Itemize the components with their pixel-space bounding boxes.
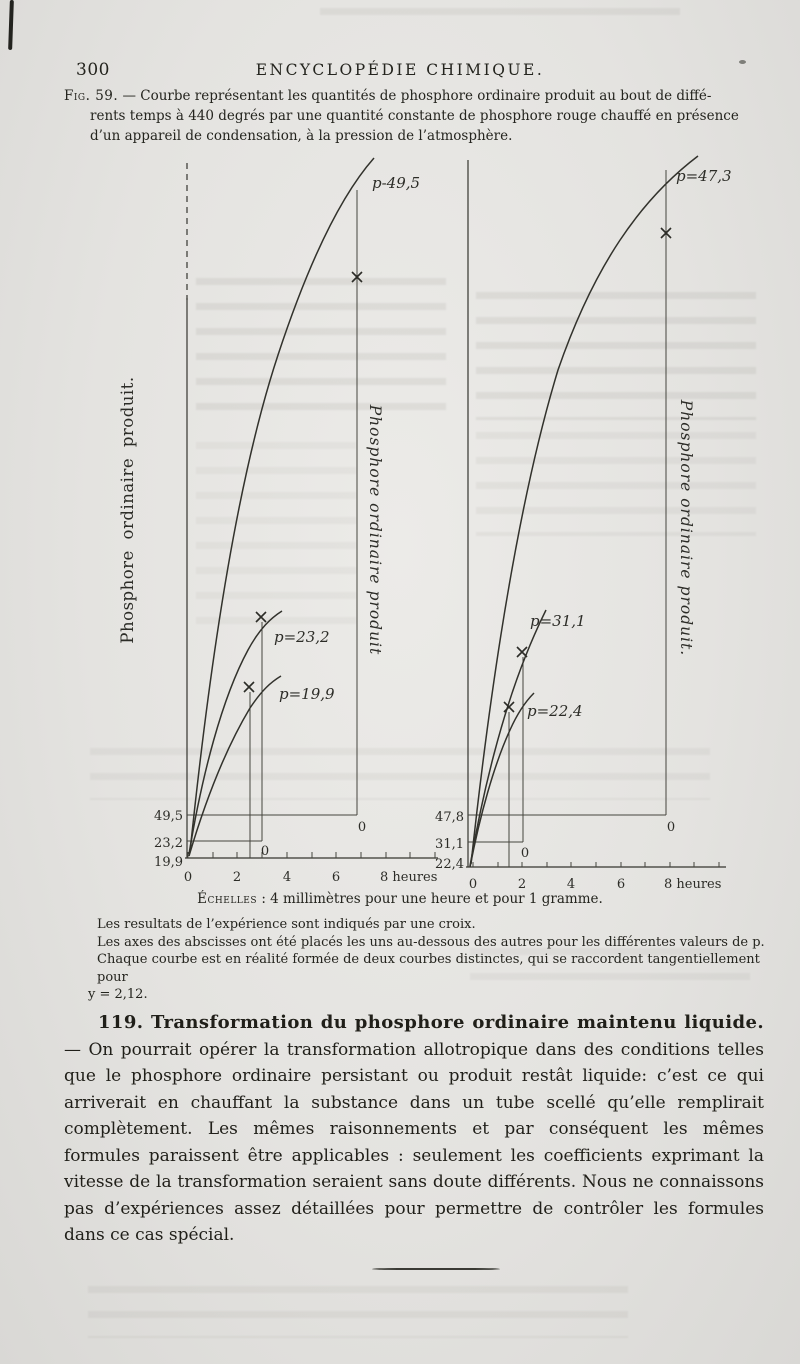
left-y-value-23-2: 23,2 (154, 836, 183, 851)
left-outer-y-axis-label: Phosphore ordinaire produit. (118, 376, 137, 643)
page-number: 300 (76, 60, 110, 80)
curve-label-47-3: p=47,3 (676, 167, 732, 185)
left-zero-lower: 0 (261, 844, 269, 859)
chart-svg: p-49,5 p=23,2 p=19,9 Phosphore ordinaire… (118, 155, 732, 892)
right-y-value-31-1: 31,1 (435, 837, 464, 852)
figure-note-line3: Chaque courbe est en réalité formée de d… (97, 952, 760, 985)
figure-caption-line3: d’un appareil de condensation, à la pres… (90, 128, 513, 144)
cross-marker-47-3 (660, 227, 672, 239)
left-x-axis-ticks (187, 852, 436, 858)
curve-p-23-2 (188, 610, 283, 855)
left-y-value-49-5: 49,5 (154, 809, 183, 824)
scales-note: Échelles : 4 millimètres pour une heure … (0, 891, 800, 907)
right-y-value-22-4: 22,4 (435, 857, 464, 872)
right-y-value-47-8: 47,8 (435, 810, 464, 825)
cross-marker-19-9 (243, 681, 255, 693)
curve-p-31-1 (469, 609, 547, 867)
left-x-tick-8-heures: 8 heures (380, 870, 437, 885)
section-119-heading: 119. Transformation du phosphore ordinai… (98, 1012, 764, 1033)
curve-label-22-4: p=22,4 (527, 702, 583, 720)
curve-label-31-1: p=31,1 (530, 612, 586, 630)
right-x-tick-0: 0 (469, 877, 477, 892)
curve-p-49-5 (189, 157, 375, 853)
figure-caption-line1: Fig. 59. — Courbe représentant les quant… (64, 86, 764, 106)
left-x-tick-4: 4 (283, 870, 291, 885)
section-119-body: — On pourrait opérer la transformation a… (64, 1039, 764, 1246)
right-x-tick-8-heures: 8 heures (664, 877, 721, 892)
right-zero-upper: 0 (667, 820, 675, 835)
scales-note-text: : 4 millimètres pour une heure et pour 1… (257, 891, 603, 907)
figure-note-line2: Les axes des abscisses ont été placés le… (97, 934, 765, 950)
curve-label-19-9: p=19,9 (279, 685, 335, 703)
figure-caption-line1-text: — Courbe représentant les quantités de p… (118, 88, 712, 104)
left-panel: p-49,5 p=23,2 p=19,9 Phosphore ordinaire… (118, 157, 438, 885)
curve-label-23-2: p=23,2 (274, 628, 330, 646)
left-x-tick-6: 6 (332, 870, 340, 885)
curve-p-22-4 (469, 692, 535, 868)
left-x-tick-0: 0 (184, 870, 192, 885)
curve-label-49-5: p-49,5 (372, 174, 420, 192)
figure-label: Fig. 59. (64, 88, 119, 104)
scales-note-prefix: Échelles (197, 891, 258, 907)
bleed-through-artifact (88, 1286, 628, 1338)
right-x-axis-ticks (472, 862, 720, 867)
figure-notes: Les resultats de l’expérience sont indiq… (88, 916, 768, 1004)
right-x-tick-2: 2 (518, 877, 526, 892)
right-zero-lower: 0 (521, 846, 529, 861)
right-panel: p=47,3 p=31,1 p=22,4 Phosphore ordinaire… (435, 155, 732, 892)
figure-caption-line2: rents temps à 440 degrés par une quantit… (90, 108, 739, 124)
right-x-tick-6: 6 (617, 877, 625, 892)
cross-marker-49-5 (351, 271, 363, 283)
curve-p-47-3 (470, 155, 699, 865)
figure-note-line1: Les resultats de l’expérience sont indiq… (97, 917, 476, 932)
left-y-value-19-9: 19,9 (154, 855, 183, 870)
right-x-tick-4: 4 (567, 877, 575, 892)
left-inner-y-axis-label: Phosphore ordinaire produit (366, 404, 384, 656)
figure-caption: Fig. 59. — Courbe représentant les quant… (64, 86, 764, 146)
ink-speck (739, 60, 746, 64)
cross-marker-31-1 (516, 646, 528, 658)
page-edge-mark (8, 0, 14, 51)
bleed-through-artifact (320, 8, 680, 23)
running-header-title: ENCYCLOPÉDIE CHIMIQUE. (255, 61, 545, 79)
cross-marker-22-4 (503, 701, 515, 713)
figure-note-line4: y = 2,12. (88, 987, 148, 1002)
left-zero-upper: 0 (358, 820, 366, 835)
right-inner-y-axis-label: Phosphore ordinaire produit. (677, 399, 695, 656)
figure-59-chart: p-49,5 p=23,2 p=19,9 Phosphore ordinaire… (0, 150, 800, 900)
left-x-tick-2: 2 (233, 870, 241, 885)
section-119-paragraph: 119. Transformation du phosphore ordinai… (64, 1010, 764, 1249)
cross-marker-23-2 (255, 611, 267, 623)
section-separator-rule (372, 1268, 500, 1270)
curve-p-19-9 (188, 675, 282, 857)
